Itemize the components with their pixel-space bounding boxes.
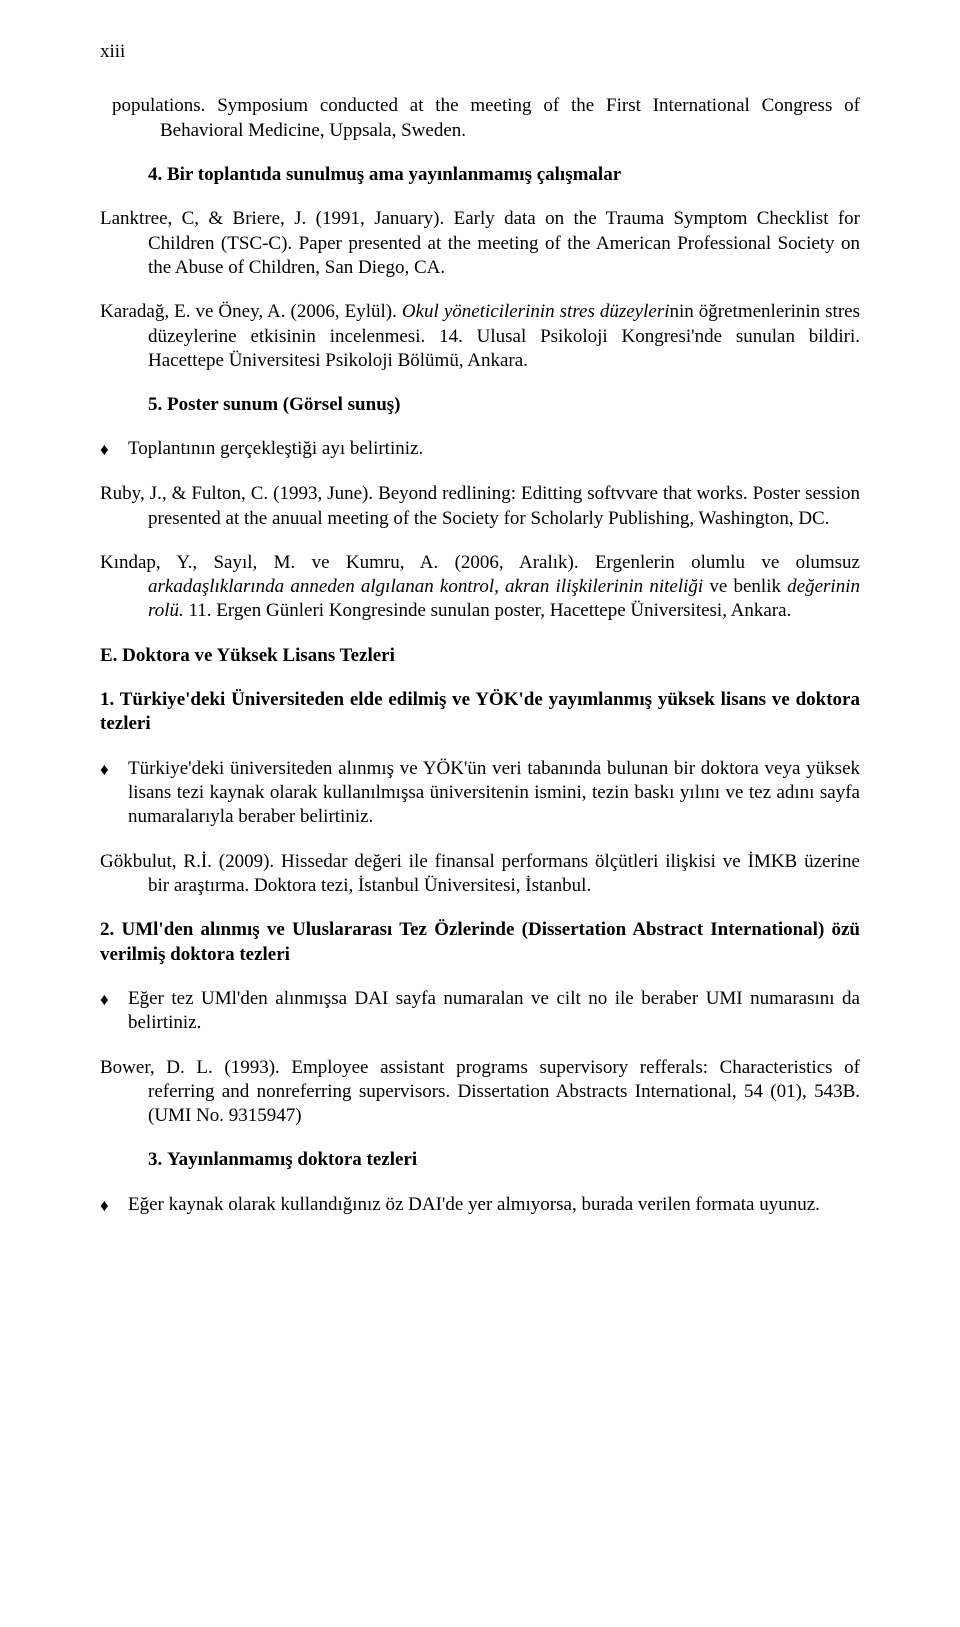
document-page: xiii populations. Symposium conducted at… xyxy=(0,0,960,1627)
heading-E1: 1. Türkiye'deki Üniversiteden elde edilm… xyxy=(100,688,860,737)
reference-gokbulut: Gökbulut, R.İ. (2009). Hissedar değeri i… xyxy=(100,850,860,899)
page-number: xiii xyxy=(100,40,860,64)
reference-kindap: Kındap, Y., Sayıl, M. ve Kumru, A. (2006… xyxy=(100,551,860,624)
bullet-turkiye: ♦ Türkiye'deki üniversiteden alınmış ve … xyxy=(100,757,860,830)
bullet-umi: ♦ Eğer tez UMl'den alınmışsa DAI sayfa n… xyxy=(100,987,860,1036)
paragraph-intro: populations. Symposium conducted at the … xyxy=(112,94,860,143)
heading-4-num: 4. xyxy=(148,164,162,185)
heading-5: 5. Poster sunum (Görsel sunuş) xyxy=(100,393,860,417)
heading-E3: 3. Yayınlanmamış doktora tezleri xyxy=(100,1148,860,1172)
heading-5-num: 5. xyxy=(148,394,162,415)
bullet-meeting-month: ♦ Toplantının gerçekleştiği ayı belirtin… xyxy=(100,437,860,462)
diamond-icon: ♦ xyxy=(100,757,128,830)
reference-ruby: Ruby, J., & Fulton, C. (1993, June). Bey… xyxy=(100,482,860,531)
reference-kindap-italic1: arkadaşlıklarında anneden algılanan kont… xyxy=(148,576,703,597)
reference-bower: Bower, D. L. (1993). Employee assistant … xyxy=(100,1056,860,1129)
bullet-turkiye-text: Türkiye'deki üniversiteden alınmış ve YÖ… xyxy=(128,757,860,830)
bullet-umi-text: Eğer tez UMl'den alınmışsa DAI sayfa num… xyxy=(128,987,860,1036)
heading-4: 4. Bir toplantıda sunulmuş ama yayınlanm… xyxy=(100,163,860,187)
reference-kindap-mid: ve benlik xyxy=(703,576,787,597)
bullet-dai: ♦ Eğer kaynak olarak kullandığınız öz DA… xyxy=(100,1193,860,1218)
reference-kindap-post: 11. Ergen Günleri Kongresinde sunulan po… xyxy=(184,600,792,621)
reference-karadag: Karadağ, E. ve Öney, A. (2006, Eylül). O… xyxy=(100,300,860,373)
reference-kindap-pre: Kındap, Y., Sayıl, M. ve Kumru, A. (2006… xyxy=(100,552,860,573)
heading-E: E. Doktora ve Yüksek Lisans Tezleri xyxy=(100,644,860,668)
heading-E3-text: Yayınlanmamış doktora tezleri xyxy=(167,1149,417,1170)
bullet-meeting-text: Toplantının gerçekleştiği ayı belirtiniz… xyxy=(128,437,860,462)
diamond-icon: ♦ xyxy=(100,1193,128,1218)
bullet-dai-text: Eğer kaynak olarak kullandığınız öz DAI'… xyxy=(128,1193,860,1218)
reference-karadag-italic: Okul yöneticilerinin stres düzeyleri xyxy=(402,301,670,322)
heading-5-text: Poster sunum (Görsel sunuş) xyxy=(167,394,400,415)
heading-E3-num: 3. xyxy=(148,1149,162,1170)
reference-lanktree: Lanktree, C, & Briere, J. (1991, January… xyxy=(100,207,860,280)
diamond-icon: ♦ xyxy=(100,987,128,1036)
reference-karadag-pre: Karadağ, E. ve Öney, A. (2006, Eylül). xyxy=(100,301,402,322)
heading-E2: 2. UMl'den alınmış ve Uluslararası Tez Ö… xyxy=(100,918,860,967)
heading-4-text: Bir toplantıda sunulmuş ama yayınlanmamı… xyxy=(167,164,621,185)
diamond-icon: ♦ xyxy=(100,437,128,462)
